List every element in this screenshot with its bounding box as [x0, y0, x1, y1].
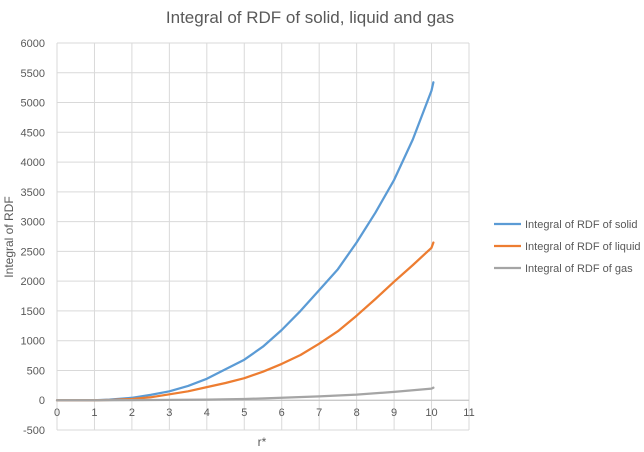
legend-label: Integral of RDF of gas: [525, 263, 633, 275]
y-tick-label: 2000: [21, 276, 45, 288]
y-tick-label: 3500: [21, 187, 45, 199]
y-tick-label: 5500: [21, 68, 45, 80]
x-tick-label: 2: [129, 407, 135, 419]
y-tick-label: 0: [39, 395, 45, 407]
y-axis-label: Integral of RDF: [2, 196, 16, 277]
y-tick-label: 1000: [21, 336, 45, 348]
series-line-2: [55, 241, 435, 402]
x-tick-label: 9: [391, 407, 397, 419]
series-line-3: [55, 386, 435, 402]
x-tick-label: 8: [354, 407, 360, 419]
legend: Integral of RDF of solid Integral of RDF …: [494, 219, 641, 275]
series-line-1: [55, 81, 435, 402]
x-tick-label: 3: [166, 407, 172, 419]
y-tick-label: 2500: [21, 246, 45, 258]
y-tick-label: 4000: [21, 157, 45, 169]
y-tick-label: -500: [23, 425, 45, 437]
y-tick-label: 500: [27, 365, 45, 377]
y-tick-label: 1500: [21, 306, 45, 318]
series-lines: [55, 81, 435, 402]
y-tick-label: 6000: [21, 38, 45, 50]
legend-item: Integral of RDF of solid: [494, 219, 638, 231]
x-tick-label: 1: [91, 407, 97, 419]
y-tick-label: 3000: [21, 217, 45, 229]
chart-title: Integral of RDF of solid, liquid and gas: [166, 8, 454, 27]
y-tick-label: 5000: [21, 98, 45, 110]
x-tick-label: 6: [279, 407, 285, 419]
legend-label: Integral of RDF of liquid: [525, 241, 641, 253]
x-tick-label: 0: [54, 407, 60, 419]
x-tick-label: 11: [463, 407, 474, 419]
legend-label: Integral of RDF of solid: [525, 219, 638, 231]
x-tick-label: 10: [425, 407, 437, 419]
x-axis-label: r*: [258, 435, 267, 449]
legend-item: Integral of RDF of gas: [494, 263, 633, 275]
y-tick-label: 4500: [21, 127, 45, 139]
x-tick-label: 7: [316, 407, 322, 419]
x-tick-label: 5: [241, 407, 247, 419]
legend-item: Integral of RDF of liquid: [494, 241, 641, 253]
tick-labels: 0 1 2 3 4 5 6 7 8 9 10 11 -500 0 500 1000 1500 2000 2500 30…: [21, 38, 475, 437]
x-tick-label: 4: [204, 407, 210, 419]
